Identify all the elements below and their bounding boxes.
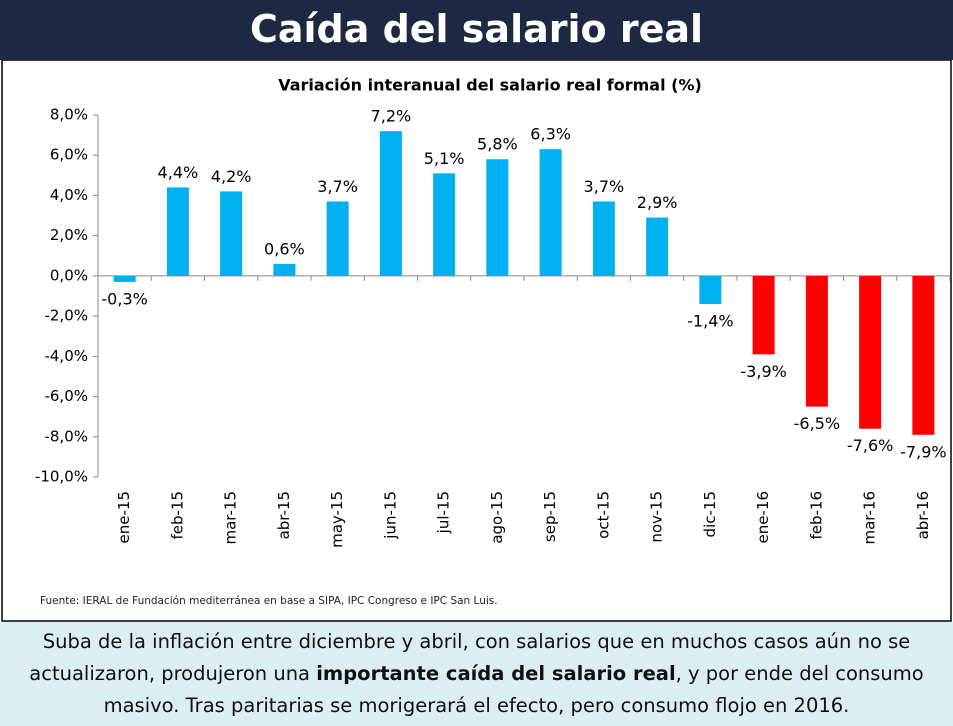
bar [752,275,775,355]
y-tick-label: -2,0% [44,307,88,325]
x-tick-label: nov-15 [648,491,666,543]
bar [539,149,562,276]
x-tick-label: oct-15 [594,491,612,539]
x-tick-label: feb-15 [168,491,186,540]
x-tick-label: dic-15 [701,491,719,537]
bar [859,275,882,429]
value-label: 3,7% [584,177,625,196]
bar [646,217,669,276]
value-label: -0,3% [101,289,147,308]
x-tick-label: abr-16 [914,491,932,539]
x-tick-label: ago-15 [488,491,506,544]
bar [166,187,189,276]
chart-border [1,60,952,622]
value-label: -1,4% [687,312,733,331]
value-label: 2,9% [637,193,678,212]
value-label: -6,5% [794,414,840,433]
bar [912,275,935,435]
value-label: 4,4% [158,163,199,182]
x-tick-label: mar-15 [222,491,240,545]
y-tick-label: 6,0% [50,146,88,164]
y-tick-label: -6,0% [44,387,88,405]
bar [113,275,136,282]
y-tick-label: 0,0% [50,266,88,284]
x-tick-label: may-15 [328,491,346,548]
y-tick-label: -10,0% [35,468,88,486]
bar [379,131,402,276]
value-label: -7,9% [900,442,946,461]
bar [326,201,349,276]
y-tick-label: -8,0% [44,427,88,445]
chart: Variación interanual del salario real fo… [1,60,952,622]
note-bold: importante caída del salario real [316,662,676,685]
x-tick-label: jul-15 [435,491,453,534]
y-tick-label: -4,0% [44,347,88,365]
y-tick-label: 8,0% [50,106,88,124]
note-text: Suba de la inflación entre diciembre y a… [29,630,911,685]
x-tick-label: abr-15 [275,491,293,539]
x-tick-label: jun-15 [381,491,399,540]
x-tick-label: ene-15 [115,491,133,543]
x-tick-label: mar-16 [861,491,879,545]
y-tick-label: 4,0% [50,186,88,204]
value-label: -7,6% [847,436,893,455]
value-label: 7,2% [371,107,412,126]
source: Fuente: IERAL de Fundación mediterránea … [40,595,498,607]
value-label: 5,1% [424,149,465,168]
value-label: 5,8% [477,135,518,154]
value-label: 4,2% [211,167,252,186]
value-label: -3,9% [740,362,786,381]
x-tick-label: ene-16 [754,491,772,543]
y-tick-label: 2,0% [50,226,88,244]
x-tick-label: feb-16 [807,491,825,540]
value-label: 3,7% [317,177,358,196]
bar [486,159,509,276]
bar [592,201,615,276]
note: Suba de la inflación entre diciembre y a… [0,622,953,726]
chart-title: Variación interanual del salario real fo… [278,76,702,95]
bar [273,263,296,276]
slide-title: Caída del salario real [0,0,953,60]
bar [699,275,722,305]
x-tick-label: sep-15 [541,491,559,542]
note-text: , y por ende del consumo masivo. Tras pa… [103,662,924,717]
bar [805,275,828,407]
bar [433,173,456,276]
value-label: 0,6% [264,239,305,258]
bar [220,191,243,276]
value-label: 6,3% [530,125,571,144]
